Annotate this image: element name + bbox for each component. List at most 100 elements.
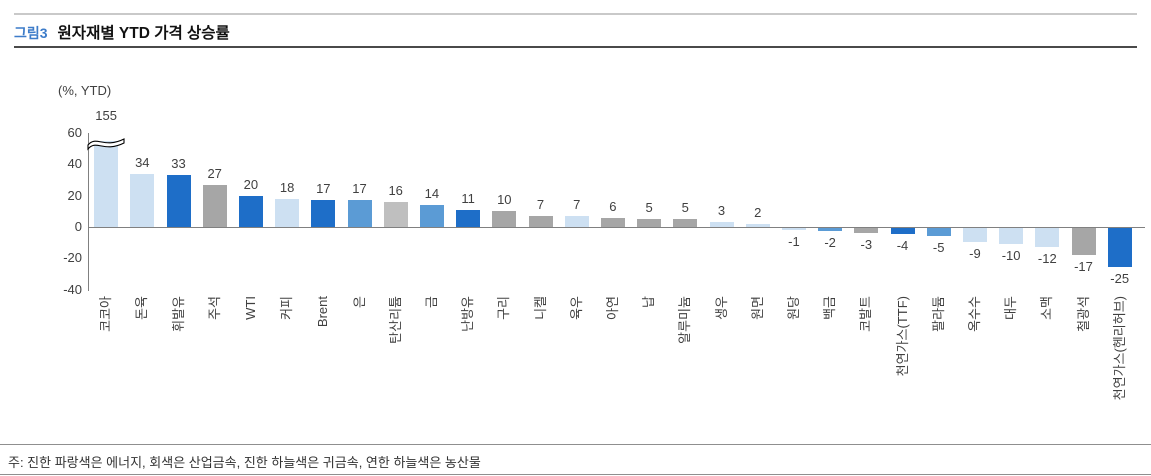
- bar-value-label: -25: [1110, 271, 1130, 287]
- bar: [94, 140, 119, 227]
- bar-value-label: -9: [969, 246, 981, 262]
- bar: [311, 200, 336, 227]
- bar-value-label: 34: [135, 154, 150, 170]
- bar: [275, 198, 300, 227]
- category-label: 커피: [279, 296, 295, 320]
- bar-value-label: 6: [609, 198, 617, 214]
- category-label: 난방유: [460, 296, 476, 332]
- bar-value-label: 27: [207, 165, 222, 181]
- note-top-rule: [0, 444, 1151, 445]
- header-bottom-rule: [14, 46, 1137, 48]
- bar: [383, 201, 408, 227]
- category-label: 팔라듐: [930, 296, 946, 332]
- bar: [781, 228, 806, 230]
- bar: [637, 219, 662, 227]
- category-label: 주석: [206, 296, 222, 320]
- category-label: 휘발유: [170, 296, 186, 332]
- category-label: 아연: [604, 296, 620, 320]
- bar-value-label: 16: [388, 182, 403, 198]
- y-tick-label: -20: [63, 250, 82, 266]
- category-label: 원당: [785, 296, 801, 320]
- bar: [1107, 228, 1132, 268]
- bar-value-label: -10: [1001, 247, 1021, 263]
- bar-value-label: -1: [788, 233, 800, 249]
- bar-value-label: 7: [573, 197, 581, 212]
- figure-number-label: 그림3: [14, 25, 48, 41]
- y-tick-label: 20: [67, 187, 82, 203]
- bar: [419, 205, 444, 227]
- bar-value-label: -3: [860, 236, 873, 252]
- bar: [1071, 228, 1096, 255]
- category-label: 옥수수: [966, 296, 982, 332]
- category-label: Brent: [315, 296, 331, 328]
- bar-value-label: 14: [424, 186, 440, 202]
- x-axis-line: [88, 227, 1145, 228]
- category-label: 납: [641, 296, 657, 308]
- category-label: 돈육: [134, 296, 150, 320]
- bar: [528, 216, 553, 227]
- category-label: 천연가스(헨리허브): [1111, 296, 1127, 401]
- category-label: 육우: [568, 296, 584, 320]
- bar: [818, 228, 843, 232]
- y-tick-label: 0: [74, 219, 82, 234]
- category-label: WTI: [242, 296, 258, 320]
- bar: [492, 211, 517, 227]
- bar-value-label: 33: [171, 156, 186, 172]
- bar-value-label: 17: [316, 181, 331, 197]
- bar-value-label: -4: [896, 238, 909, 254]
- category-label: 구리: [496, 296, 512, 320]
- bar: [673, 219, 698, 227]
- category-label: 천연가스(TTF): [894, 296, 910, 377]
- bar-value-label: 5: [645, 200, 653, 216]
- y-tick-label: 60: [67, 124, 82, 140]
- bar-value-label: 17: [352, 181, 367, 197]
- header-top-rule: [14, 13, 1137, 15]
- category-label: 알루미늄: [677, 296, 693, 344]
- bar: [962, 228, 987, 243]
- category-label: 코코아: [98, 296, 114, 332]
- bar: [130, 173, 155, 227]
- bar-value-label: 20: [243, 176, 259, 192]
- category-label: 금: [423, 296, 439, 308]
- category-label: 소맥: [1039, 296, 1055, 320]
- bar: [166, 175, 191, 227]
- bar-value-label: 7: [536, 197, 545, 212]
- axis-break-icon: [87, 134, 125, 157]
- category-label: 은: [351, 296, 367, 308]
- bar-value-label: -17: [1074, 258, 1093, 274]
- bar-value-label: 3: [717, 203, 726, 219]
- y-tick-label: -40: [63, 281, 82, 297]
- page-bottom-rule: [0, 474, 1151, 475]
- bar: [999, 228, 1024, 244]
- y-tick-label: 40: [67, 156, 82, 172]
- category-label: 원면: [749, 296, 765, 320]
- bar: [926, 228, 951, 236]
- bar: [238, 195, 263, 227]
- bar-value-label: 18: [279, 179, 295, 195]
- bar: [890, 228, 915, 235]
- bar: [1035, 228, 1060, 247]
- bar: [600, 217, 625, 227]
- bar-value-label: 2: [754, 204, 762, 220]
- bar: [202, 184, 227, 227]
- bar-value-label: -5: [932, 239, 945, 255]
- bar-value-label: 11: [461, 190, 475, 206]
- bar-value-label: -12: [1037, 250, 1057, 266]
- bar: [854, 228, 879, 233]
- y-axis-line: [88, 133, 89, 291]
- figure-header: 그림3 원자재별 YTD 가격 상승률: [14, 21, 230, 43]
- bar-value-label: -2: [824, 235, 836, 251]
- category-label: 생우: [713, 296, 729, 320]
- category-label: 코발트: [858, 296, 874, 332]
- category-label: 철광석: [1075, 296, 1091, 332]
- category-label: 백금: [822, 296, 838, 320]
- category-label: 니켈: [532, 296, 548, 320]
- bar-value-label: 155: [95, 107, 117, 123]
- category-label: 대두: [1003, 296, 1019, 320]
- bar-value-label: 5: [681, 200, 689, 216]
- y-axis-unit-label: (%, YTD): [58, 83, 112, 98]
- bar: [456, 209, 481, 227]
- bar: [709, 222, 734, 227]
